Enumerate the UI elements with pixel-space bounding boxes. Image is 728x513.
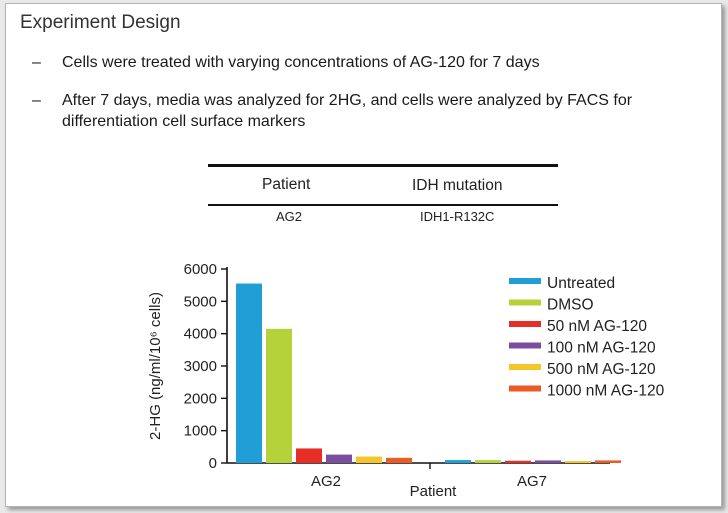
legend-label: 50 nM AG-120 (547, 318, 647, 335)
y-axis-title: 2-HG (ng/ml/10⁶ cells) (147, 292, 164, 440)
bar-ag7-2 (505, 460, 531, 463)
bar-ag2-3 (326, 454, 352, 463)
bar-ag7-5 (595, 460, 621, 463)
legend-label: 500 nM AG-120 (547, 361, 656, 378)
slide-heading: Experiment Design (20, 12, 181, 33)
bar-ag2-2 (296, 448, 322, 463)
x-axis-title: Patient (410, 483, 458, 500)
legend-swatch (509, 278, 541, 284)
bullet-dash: – (32, 54, 41, 71)
y-tick-label: 3000 (184, 358, 217, 375)
bullet-text: Cells were treated with varying concentr… (62, 54, 540, 71)
table-cell-patient: AG2 (276, 209, 303, 224)
legend-swatch (509, 385, 541, 392)
y-tick-label: 5000 (184, 293, 217, 310)
bar-ag2-1 (266, 328, 292, 463)
patient-table: Patient IDH mutation AG2 IDH1-R132C (208, 164, 558, 226)
bar-ag7-1 (475, 460, 501, 463)
y-tick-label: 2000 (184, 390, 217, 407)
legend-label: Untreated (547, 275, 615, 292)
bar-ag2-4 (356, 456, 382, 463)
bar-ag2-5 (386, 457, 412, 463)
bar-ag7-4 (565, 461, 591, 463)
legend-swatch (509, 299, 541, 306)
legend-swatch (509, 321, 541, 327)
y-tick-label: 4000 (184, 326, 217, 343)
table-top-rule (208, 164, 558, 167)
table-header-idh-mutation: IDH mutation (412, 177, 503, 194)
legend-label: 1000 nM AG-120 (547, 383, 665, 400)
x-category-label: AG7 (517, 473, 547, 490)
y-tick-label: 6000 (184, 261, 217, 278)
x-category-label: AG2 (311, 473, 341, 490)
legend-label: DMSO (547, 297, 594, 314)
legend-swatch (509, 364, 541, 370)
y-tick-label: 1000 (184, 423, 217, 440)
legend-label: 100 nM AG-120 (547, 340, 656, 357)
bullet-text-line-1: After 7 days, media was analyzed for 2HG… (62, 92, 633, 109)
y-tick-label: 0 (209, 455, 217, 472)
table-header-rule (208, 204, 558, 206)
bar-ag7-0 (445, 460, 471, 463)
bullet-dash: – (32, 92, 41, 109)
table-header-patient: Patient (262, 176, 311, 193)
bullet-text-line-2: differentiation cell surface markers (62, 113, 306, 130)
legend-swatch (509, 342, 541, 349)
bar-ag2-0 (236, 283, 262, 463)
bar-ag7-3 (535, 460, 561, 463)
table-cell-mutation: IDH1-R132C (420, 209, 495, 224)
slide: Experiment Design – Cells were treated w… (5, 3, 722, 507)
